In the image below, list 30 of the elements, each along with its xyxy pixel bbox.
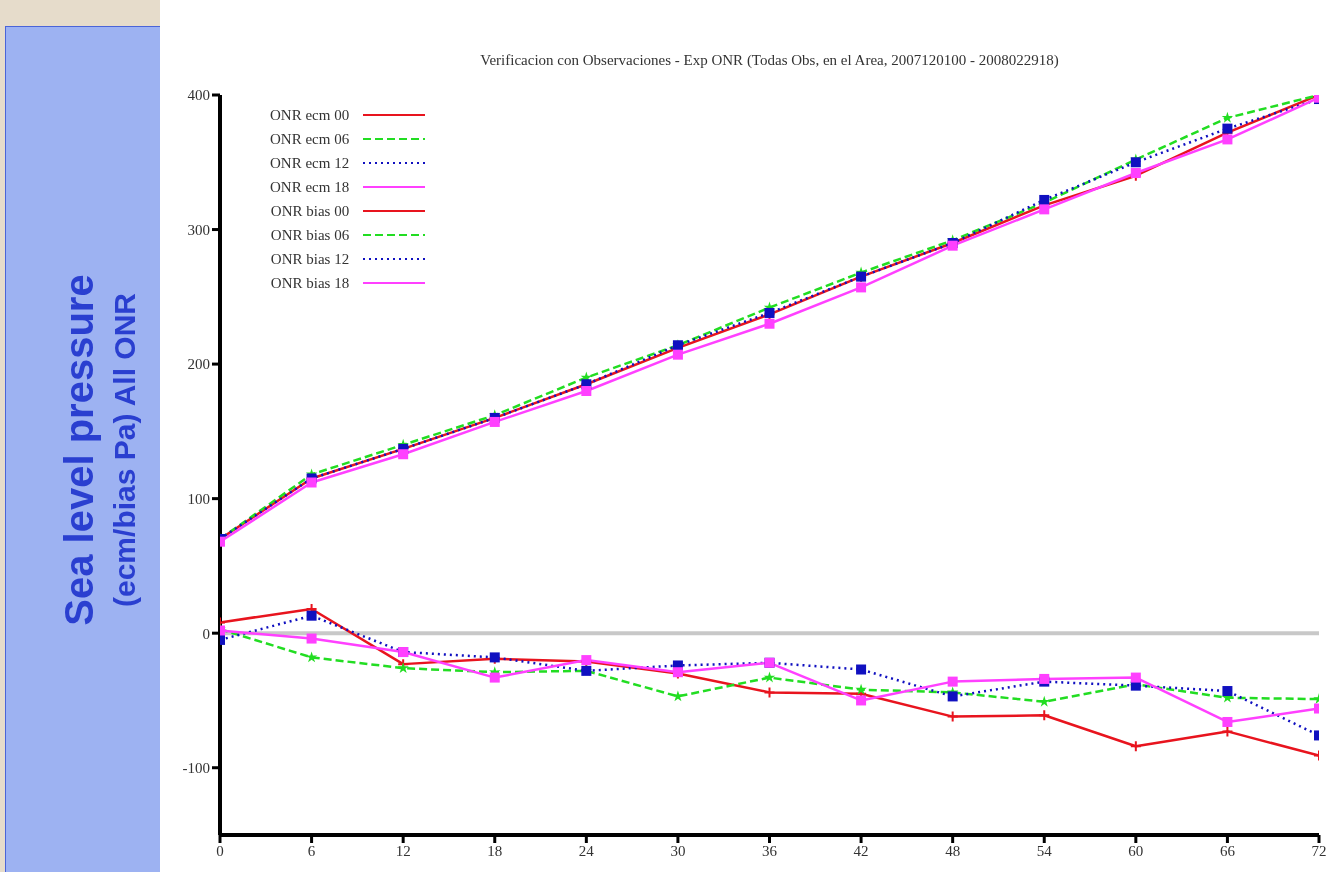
legend-label: ONR ecm 00 — [270, 106, 350, 124]
x-tick-label: 54 — [1036, 842, 1053, 859]
x-tick-label: 24 — [578, 842, 595, 859]
x-tick-label: 18 — [487, 842, 503, 859]
y-tick-label: 400 — [187, 87, 210, 104]
legend-label: ONR ecm 06 — [270, 130, 350, 148]
legend-label: ONR bias 00 — [270, 202, 350, 220]
x-tick-label: 66 — [1219, 842, 1236, 859]
y-tick-label: 100 — [187, 490, 210, 507]
x-tick-label: 36 — [762, 842, 778, 859]
x-tick-label: 30 — [670, 842, 686, 859]
y-tick-label: 300 — [187, 221, 210, 238]
x-tick-label: 60 — [1128, 842, 1144, 859]
y-tick-label: -100 — [182, 760, 210, 777]
y-tick-label: 0 — [202, 625, 210, 642]
text: (ecm/bias Pa) All ONR — [108, 292, 141, 607]
legend-label: ONR bias 06 — [270, 226, 350, 244]
x-tick-label: 6 — [307, 842, 316, 859]
x-tick-label: 48 — [945, 842, 961, 859]
text: Sea level pressure — [57, 274, 101, 626]
chart-title: Verificacion con Observaciones - Exp ONR (Todas Obs, en el Area, 2007120100 - 2008022918) — [479, 52, 1060, 69]
y-tick-label: 200 — [187, 356, 210, 373]
x-tick-label: 42 — [853, 842, 869, 859]
legend-label: ONR bias 18 — [270, 274, 350, 292]
legend-label: ONR bias 12 — [270, 250, 350, 268]
x-tick-label: 12 — [395, 842, 411, 859]
legend-label: ONR ecm 18 — [270, 178, 350, 196]
legend-label: ONR ecm 12 — [270, 154, 350, 172]
x-tick-label: 72 — [1311, 842, 1327, 859]
x-tick-label: 0 — [216, 842, 224, 859]
